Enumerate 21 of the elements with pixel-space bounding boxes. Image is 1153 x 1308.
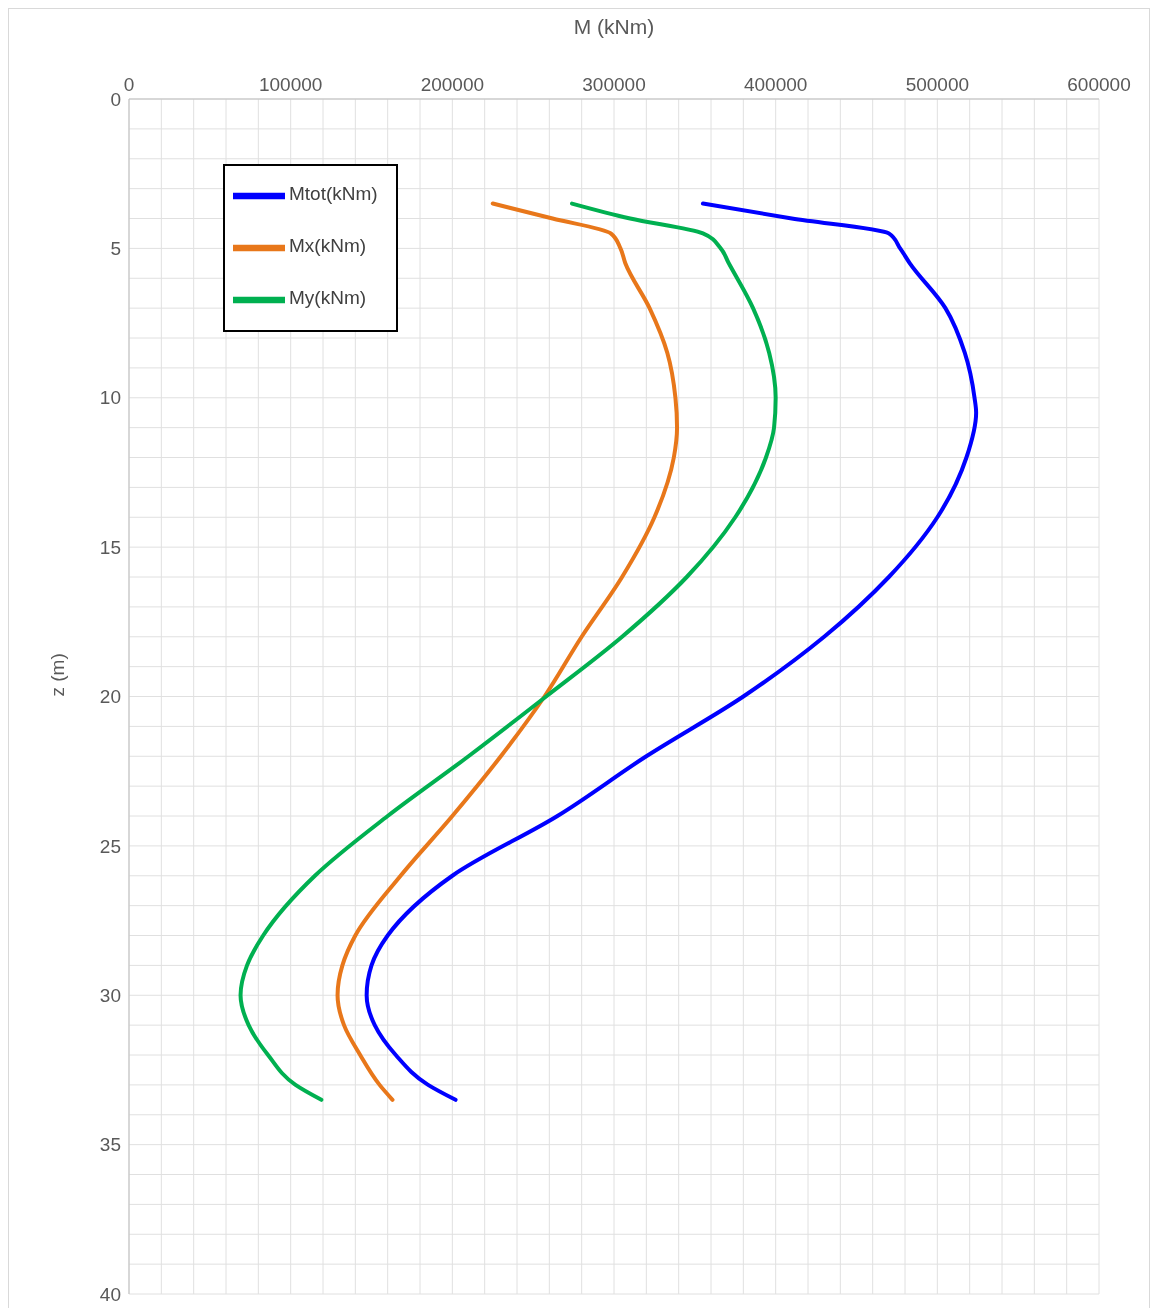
x-tick-label: 400000 xyxy=(743,74,808,95)
y-tick-label: 5 xyxy=(110,238,121,260)
x-tick-label: 500000 xyxy=(905,74,970,95)
y-tick-label: 40 xyxy=(99,1283,121,1305)
y-tick-label: 10 xyxy=(99,387,121,409)
y-tick-label: 35 xyxy=(99,1134,121,1156)
legend-label: My(kNm) xyxy=(289,287,367,309)
x-tick-label: 0 xyxy=(123,74,135,95)
x-tick-label: 600000 xyxy=(1067,74,1131,95)
y-tick-label: 30 xyxy=(99,984,121,1006)
x-axis-title: M (kNm) xyxy=(573,14,655,38)
legend-label: Mx(kNm) xyxy=(289,235,367,257)
y-tick-label: 0 xyxy=(110,88,121,110)
x-tick-label: 300000 xyxy=(582,74,646,95)
y-tick-label: 25 xyxy=(99,835,121,857)
x-tick-label: 100000 xyxy=(258,74,323,95)
y-tick-label: 15 xyxy=(99,536,121,558)
y-tick-label: 20 xyxy=(99,686,121,708)
legend-label: Mtot(kNm) xyxy=(289,183,378,205)
x-tick-label: 200000 xyxy=(420,74,485,95)
y-axis-title: z (m) xyxy=(46,653,68,697)
